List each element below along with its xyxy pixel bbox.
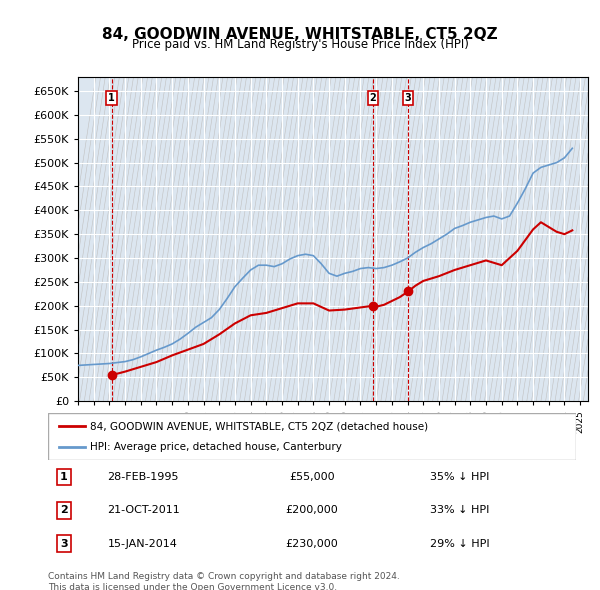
Text: 35% ↓ HPI: 35% ↓ HPI	[430, 472, 490, 482]
Text: 84, GOODWIN AVENUE, WHITSTABLE, CT5 2QZ (detached house): 84, GOODWIN AVENUE, WHITSTABLE, CT5 2QZ …	[90, 421, 428, 431]
Text: 29% ↓ HPI: 29% ↓ HPI	[430, 539, 490, 549]
Text: 1: 1	[60, 472, 68, 482]
Text: Price paid vs. HM Land Registry's House Price Index (HPI): Price paid vs. HM Land Registry's House …	[131, 38, 469, 51]
Text: 2: 2	[60, 506, 68, 515]
Text: 3: 3	[405, 93, 412, 103]
Text: 21-OCT-2011: 21-OCT-2011	[107, 506, 179, 515]
Text: 15-JAN-2014: 15-JAN-2014	[108, 539, 178, 549]
Text: 84, GOODWIN AVENUE, WHITSTABLE, CT5 2QZ: 84, GOODWIN AVENUE, WHITSTABLE, CT5 2QZ	[102, 27, 498, 41]
Text: 2: 2	[370, 93, 376, 103]
FancyBboxPatch shape	[48, 413, 576, 460]
Text: Contains HM Land Registry data © Crown copyright and database right 2024.
This d: Contains HM Land Registry data © Crown c…	[48, 572, 400, 590]
Text: 3: 3	[60, 539, 68, 549]
Text: 1: 1	[109, 93, 115, 103]
Text: £230,000: £230,000	[286, 539, 338, 549]
Text: £200,000: £200,000	[286, 506, 338, 515]
Text: HPI: Average price, detached house, Canterbury: HPI: Average price, detached house, Cant…	[90, 442, 342, 452]
Text: £55,000: £55,000	[289, 472, 335, 482]
Text: 33% ↓ HPI: 33% ↓ HPI	[430, 506, 490, 515]
Text: 28-FEB-1995: 28-FEB-1995	[107, 472, 179, 482]
